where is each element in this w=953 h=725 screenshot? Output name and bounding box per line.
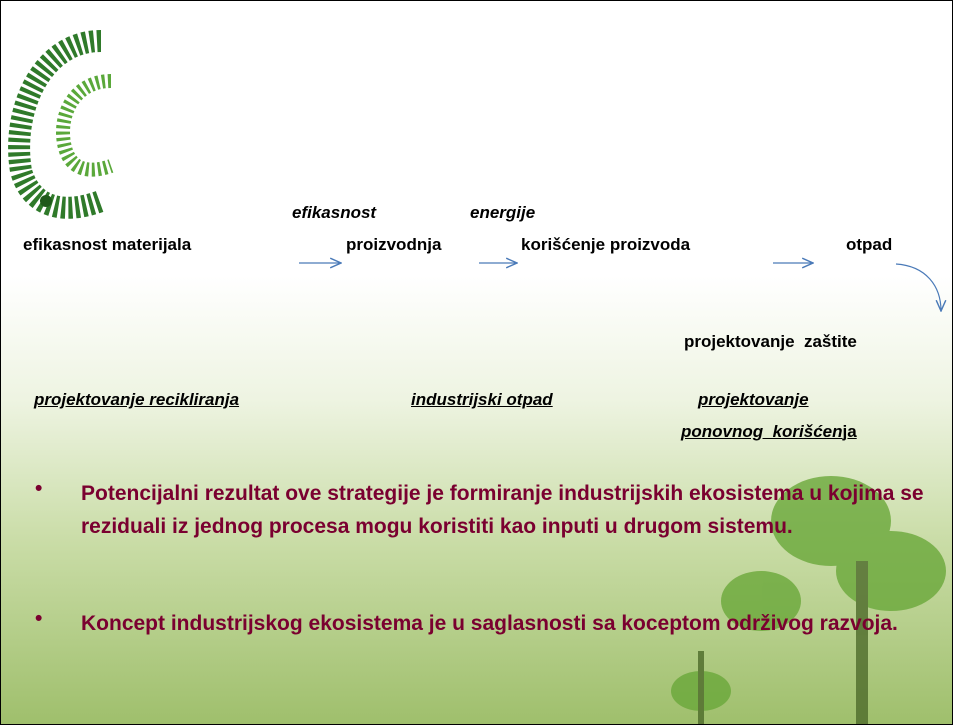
design-item: projektovanje	[698, 390, 809, 410]
flow-step: korišćenje proizvoda	[521, 235, 690, 255]
flow-above: efikasnost	[292, 203, 376, 223]
design-item: projektovanje recikliranja	[34, 390, 239, 410]
bullet: Koncept industrijskog ekosistema je u sa…	[81, 607, 941, 640]
flow-above: energije	[470, 203, 535, 223]
flow-step: efikasnost materijala	[23, 235, 191, 255]
bullet: Potencijalni rezultat ove strategije je …	[81, 477, 941, 543]
design-item: industrijski otpad	[411, 390, 553, 410]
bullet-dot: •	[35, 607, 42, 631]
arrows	[299, 263, 941, 311]
logo	[19, 41, 111, 208]
flow-step: proizvodnja	[346, 235, 441, 255]
slide: efikasnost energije efikasnost materijal…	[0, 0, 953, 725]
bullet-dot: •	[35, 477, 42, 501]
reuse-underlined: ponovnog korišćen	[681, 422, 843, 441]
arrow	[896, 264, 941, 311]
flow-step: otpad	[846, 235, 892, 255]
design-reuse: ponovnog korišćenja	[681, 422, 857, 442]
reuse-rest: ja	[843, 422, 857, 441]
flow-next: projektovanje zaštite	[684, 332, 857, 352]
